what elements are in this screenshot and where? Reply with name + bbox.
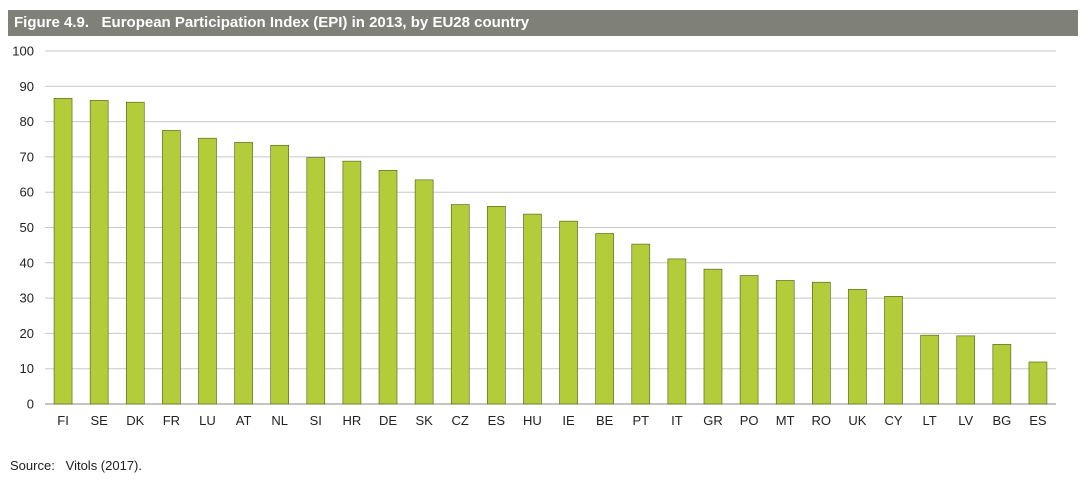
bar	[125, 101, 145, 405]
x-tick-label: UK	[848, 413, 866, 428]
bar	[198, 137, 217, 405]
x-tick-label: NL	[271, 413, 288, 428]
bar	[270, 144, 289, 405]
y-tick-label: 90	[20, 79, 34, 94]
y-tick-label: 30	[20, 291, 34, 306]
x-tick-label: ES	[488, 413, 506, 428]
bar	[884, 296, 903, 405]
x-tick-label: LT	[923, 413, 937, 428]
x-tick-label: PO	[740, 413, 759, 428]
x-tick-label: DK	[126, 413, 144, 428]
y-tick-label: 80	[20, 114, 34, 129]
figure-title: Figure 4.9. European Participation Index…	[8, 10, 1078, 36]
bar-chart: 0 10 20 30 40 50 60 70 80 90 100 FI SE DK FR LU AT NL SI HR…	[12, 44, 1056, 428]
bar	[775, 280, 795, 405]
bar	[812, 281, 831, 405]
x-tick-label: SI	[310, 413, 322, 428]
bar	[414, 179, 434, 405]
x-tick-label: HU	[523, 413, 542, 428]
y-tick-label: 60	[20, 185, 34, 200]
bar	[992, 344, 1012, 405]
bar	[703, 268, 723, 405]
x-tick-label: CY	[884, 413, 902, 428]
x-tick-label: HR	[343, 413, 362, 428]
y-tick-label: 70	[20, 149, 34, 164]
bar	[523, 213, 542, 405]
bar	[450, 204, 470, 405]
x-tick-label: DE	[379, 413, 397, 428]
y-tick-label: 40	[20, 255, 34, 270]
y-tick-label: 100	[12, 44, 34, 59]
bar	[631, 243, 651, 405]
x-tick-label: RO	[812, 413, 832, 428]
bar	[920, 334, 939, 405]
x-tick-label: MT	[776, 413, 795, 428]
x-tick-label: AT	[236, 413, 252, 428]
x-tick-label: CZ	[452, 413, 469, 428]
x-tick-label: IE	[562, 413, 575, 428]
y-tick-label: 50	[20, 220, 34, 235]
y-tick-label: 20	[20, 326, 34, 341]
bar	[559, 220, 578, 405]
x-tick-label: SK	[415, 413, 433, 428]
x-tick-label: PT	[632, 413, 649, 428]
source-note: Source: Vitols (2017).	[10, 458, 142, 473]
x-tick-label: LU	[199, 413, 216, 428]
bar	[739, 275, 759, 405]
x-tick-label: FR	[163, 413, 180, 428]
bar	[848, 288, 867, 405]
x-tick-label: FI	[57, 413, 69, 428]
bar	[89, 100, 109, 405]
bar	[162, 130, 181, 405]
x-tick-label: SE	[90, 413, 108, 428]
y-tick-label: 10	[20, 361, 34, 376]
x-tick-label: LV	[958, 413, 973, 428]
x-tick-label: IT	[671, 413, 683, 428]
bar	[53, 98, 73, 405]
bar	[234, 142, 253, 405]
x-tick-label: BG	[992, 413, 1011, 428]
bar	[956, 335, 976, 405]
x-tick-label: GR	[703, 413, 723, 428]
bar	[378, 170, 398, 405]
bar	[595, 233, 614, 405]
x-tick-label: BE	[596, 413, 614, 428]
bar	[342, 160, 362, 405]
x-tick-label: ES	[1029, 413, 1047, 428]
bar	[667, 258, 687, 405]
y-tick-label: 0	[27, 397, 34, 412]
bar	[306, 157, 326, 405]
bar	[1028, 361, 1048, 405]
bar	[487, 206, 506, 405]
